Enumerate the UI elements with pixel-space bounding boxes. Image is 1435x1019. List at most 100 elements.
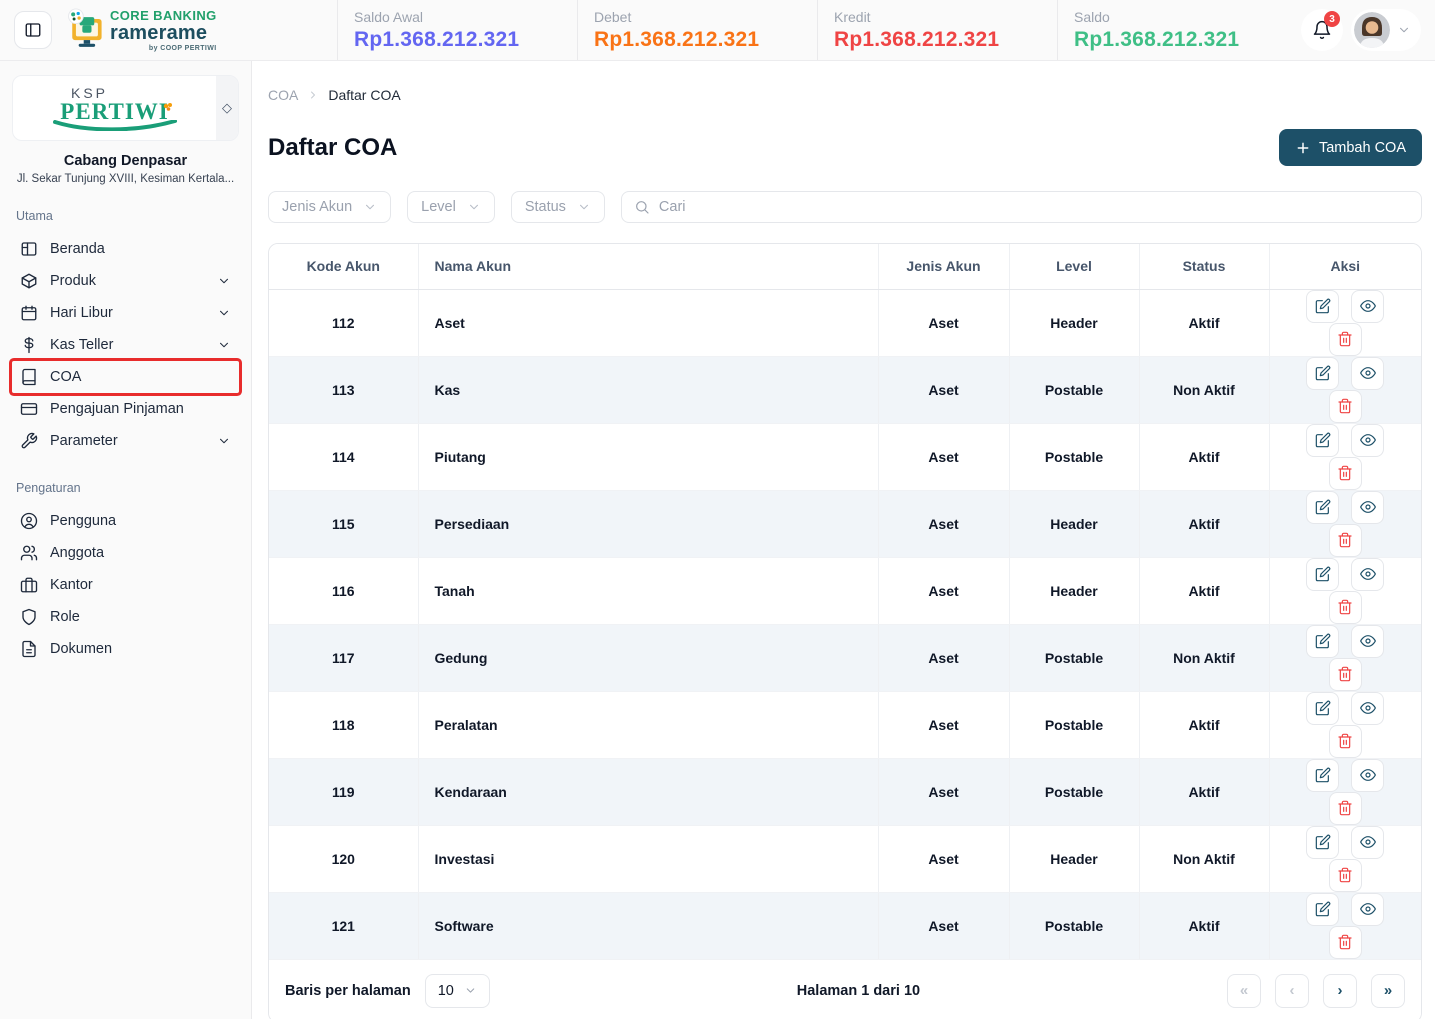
diamond-icon: ◇ [222, 100, 232, 115]
sidebar-item-dokumen[interactable]: Dokumen [12, 633, 239, 665]
edit-button[interactable] [1306, 423, 1340, 457]
cell-nama: Peralatan [418, 691, 879, 759]
chevron-left-button[interactable]: ‹ [1275, 973, 1309, 1008]
view-button[interactable] [1351, 423, 1385, 457]
view-button[interactable] [1351, 691, 1385, 725]
edit-button[interactable] [1306, 356, 1340, 390]
credit-card-icon [20, 400, 38, 418]
edit-button[interactable] [1306, 825, 1340, 859]
table-row: 116 Tanah Aset Header Aktif [269, 557, 1421, 625]
cell-aksi [1269, 892, 1421, 960]
cell-nama: Investasi [418, 825, 879, 893]
sidebar-item-parameter[interactable]: Parameter [12, 425, 239, 457]
sidebar-item-anggota[interactable]: Anggota [12, 537, 239, 569]
search-box [620, 191, 1422, 223]
view-button[interactable] [1351, 356, 1385, 390]
trash-icon [1337, 599, 1353, 615]
cell-nama: Software [418, 892, 879, 960]
edit-button[interactable] [1306, 758, 1340, 792]
user-menu-button[interactable] [1351, 9, 1421, 51]
view-button[interactable] [1351, 624, 1385, 658]
view-button[interactable] [1351, 758, 1385, 792]
delete-button[interactable] [1328, 925, 1362, 959]
logo-subtitle: ramerame [110, 21, 208, 44]
status-filter[interactable]: Status [510, 191, 605, 223]
coa-table-card: Kode Akun Nama Akun Jenis Akun Level Status A… [268, 243, 1422, 1019]
chevron-right-button[interactable]: › [1323, 973, 1357, 1008]
sidebar-item-pengguna[interactable]: Pengguna [12, 505, 239, 537]
cell-nama: Kendaraan [418, 758, 879, 826]
breadcrumb-item-daftar-coa: Daftar COA [328, 87, 401, 103]
cell-aksi [1269, 825, 1421, 893]
sidebar-item-label: Pengajuan Pinjaman [50, 401, 184, 417]
sidebar-item-produk[interactable]: Produk [12, 265, 239, 297]
notifications-button[interactable]: 3 [1301, 9, 1343, 51]
delete-button[interactable] [1328, 389, 1362, 423]
view-button[interactable] [1351, 289, 1385, 323]
edit-button[interactable] [1306, 490, 1340, 524]
edit-icon [1315, 432, 1331, 448]
sidebar: KSP PERTIWI ◇ Cabang Denpasar Jl. Sekar … [0, 61, 252, 1019]
cell-level: Header [1009, 289, 1140, 357]
dollar-icon [20, 336, 38, 354]
delete-button[interactable] [1328, 523, 1362, 557]
edit-button[interactable] [1306, 557, 1340, 591]
cell-status: Aktif [1139, 892, 1270, 960]
sidebar-item-kantor[interactable]: Kantor [12, 569, 239, 601]
layout-dashboard-icon [20, 240, 38, 258]
add-coa-button[interactable]: Tambah COA [1278, 129, 1422, 166]
bell-icon [1312, 20, 1332, 40]
cell-level: Postable [1009, 423, 1140, 491]
edit-button[interactable] [1306, 289, 1340, 323]
trash-icon [1337, 532, 1353, 548]
stat-label: Saldo Awal [354, 9, 424, 25]
sidebar-item-hari-libur[interactable]: Hari Libur [12, 297, 239, 329]
stat-label: Debet [594, 9, 632, 25]
sidebar-item-kas-teller[interactable]: Kas Teller [12, 329, 239, 361]
table-row: 112 Aset Aset Header Aktif [269, 289, 1421, 357]
branch-switcher-button[interactable]: ◇ [216, 76, 238, 140]
delete-button[interactable] [1328, 791, 1362, 825]
delete-button[interactable] [1328, 657, 1362, 691]
view-button[interactable] [1351, 892, 1385, 926]
rows-per-page-select[interactable]: 10 [424, 973, 490, 1008]
edit-button[interactable] [1306, 691, 1340, 725]
sidebar-item-pengajuan-pinjaman[interactable]: Pengajuan Pinjaman [12, 393, 239, 425]
view-button[interactable] [1351, 825, 1385, 859]
level-filter[interactable]: Level [407, 191, 495, 223]
delete-button[interactable] [1328, 456, 1362, 490]
sidebar-item-label: Kas Teller [50, 337, 114, 353]
cell-jenis: Aset [878, 557, 1010, 625]
view-button[interactable] [1351, 557, 1385, 591]
edit-button[interactable] [1306, 624, 1340, 658]
search-input[interactable] [658, 199, 1409, 215]
breadcrumb-item-coa[interactable]: COA [268, 87, 299, 103]
delete-button[interactable] [1328, 590, 1362, 624]
edit-button[interactable] [1306, 892, 1340, 926]
view-button[interactable] [1351, 490, 1385, 524]
sidebar-item-role[interactable]: Role [12, 601, 239, 633]
delete-button[interactable] [1328, 322, 1362, 356]
sidebar-item-label: Hari Libur [50, 305, 113, 321]
sidebar-item-coa[interactable]: COA [12, 361, 239, 393]
users-icon [20, 544, 38, 562]
sidebar-toggle-button[interactable] [14, 11, 52, 49]
chevron-down-icon [467, 200, 481, 214]
cell-jenis: Aset [878, 691, 1010, 759]
top-header: CORE BANKING ramerame by COOP PERTIWI Sa… [0, 0, 1435, 61]
chevrons-right-button[interactable]: » [1371, 973, 1405, 1008]
search-icon [634, 199, 650, 215]
sidebar-item-beranda[interactable]: Beranda [12, 233, 239, 265]
cell-kode: 113 [269, 356, 419, 424]
delete-button[interactable] [1328, 724, 1362, 758]
sidebar-item-label: Pengguna [50, 513, 117, 529]
cell-aksi [1269, 289, 1421, 357]
chevrons-left-button[interactable]: « [1227, 973, 1261, 1008]
eye-icon [1359, 767, 1376, 783]
jenis-akun-filter[interactable]: Jenis Akun [268, 191, 392, 223]
cell-level: Postable [1009, 356, 1140, 424]
stat-label: Saldo [1074, 9, 1110, 25]
delete-button[interactable] [1328, 858, 1362, 892]
file-text-icon [20, 640, 38, 658]
